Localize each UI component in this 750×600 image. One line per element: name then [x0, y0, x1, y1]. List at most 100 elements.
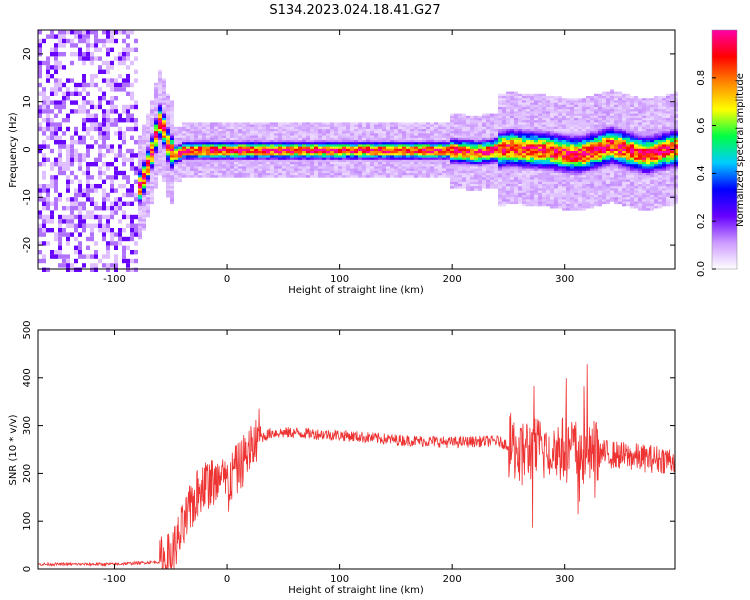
spectrogram-cell — [610, 107, 614, 110]
spectrogram-cell — [358, 153, 362, 156]
spectrogram-cell — [166, 118, 170, 121]
spectrogram-cell — [146, 188, 150, 191]
spectrogram-cell — [538, 144, 542, 147]
spectrogram-cell — [138, 221, 142, 224]
spectrogram-cell — [82, 140, 86, 145]
spectrogram-cell — [218, 155, 222, 158]
spectrogram-cell — [130, 228, 134, 233]
spectrogram-cell — [202, 159, 206, 163]
spectrogram-cell — [530, 118, 534, 121]
spectrogram-cell — [310, 148, 314, 152]
spectrogram-cell — [582, 146, 586, 150]
spectrogram-cell — [134, 170, 138, 176]
spectrogram-cell — [258, 151, 262, 154]
spectrogram-cell — [62, 232, 66, 237]
spectrogram-cell — [418, 173, 422, 176]
spectrogram-cell — [130, 236, 134, 242]
spectrogram-cell — [430, 162, 434, 165]
spectrogram-cell — [390, 153, 394, 156]
spectrogram-cell — [534, 129, 538, 132]
spectrogram-cell — [74, 201, 78, 206]
spectrogram-cell — [506, 201, 510, 205]
spectrogram-cell — [294, 124, 298, 128]
spectrogram-cell — [594, 164, 598, 167]
spectrogram-cell — [202, 173, 206, 176]
spectrogram-cell — [178, 146, 182, 150]
spectrogram-cell — [422, 142, 426, 145]
spectrogram-cell — [338, 173, 342, 176]
spectrogram-cell — [66, 96, 70, 101]
spectrogram-cell — [306, 151, 310, 154]
spectrogram-cell — [542, 173, 546, 176]
spectrogram-cell — [542, 186, 546, 189]
spectrogram-cell — [306, 122, 310, 125]
spectrogram-cell — [446, 151, 450, 154]
spectrogram-cell — [150, 142, 154, 145]
spectrogram-cell — [338, 126, 342, 130]
spectrogram-cell — [346, 124, 350, 128]
spectrogram-cell — [598, 179, 602, 183]
spectrogram-cell — [362, 175, 366, 178]
spectrogram-cell — [422, 135, 426, 139]
spectrogram-cell — [378, 142, 382, 145]
spectrogram-cell — [594, 197, 598, 200]
spectrogram-cell — [586, 146, 590, 150]
spectrogram-cell — [318, 166, 322, 169]
spectrogram-cell — [366, 155, 370, 158]
spectrogram-cell — [386, 164, 390, 167]
spectrogram-cell — [294, 162, 298, 165]
spectrogram-cell — [486, 146, 490, 150]
spectrogram-cell — [550, 164, 554, 167]
spectrogram-cell — [506, 135, 510, 139]
spectrogram-cell — [550, 148, 554, 152]
spectrogram-cell — [390, 173, 394, 176]
spectrogram-cell — [482, 133, 486, 136]
spectrogram-cell — [594, 190, 598, 194]
spectrogram-cell — [110, 60, 114, 66]
spectrogram-cell — [342, 159, 346, 163]
spectrogram-cell — [578, 137, 582, 141]
spectrogram-cell — [498, 109, 502, 112]
spectrogram-cell — [142, 131, 146, 134]
spectrogram-cell — [238, 175, 242, 178]
spectrogram-cell — [178, 137, 182, 141]
spectrogram-cell — [606, 159, 610, 163]
spectrogram-cell — [110, 263, 114, 268]
spectrogram-cell — [578, 124, 582, 128]
spectrogram-cell — [358, 162, 362, 165]
spectrogram-cell — [106, 228, 110, 233]
spectrogram-cell — [322, 157, 326, 161]
spectrogram-cell — [546, 166, 550, 169]
spectrogram-cell — [578, 140, 582, 143]
spectrogram-cell — [610, 135, 614, 139]
spectrogram-cell — [354, 135, 358, 139]
spectrogram-cell — [566, 208, 570, 211]
spectrogram-cell — [338, 137, 342, 141]
spectrogram-cell — [450, 162, 454, 165]
spectrogram-cell — [218, 124, 222, 128]
spectrogram-cell — [498, 93, 502, 97]
spectrogram-cell — [542, 93, 546, 97]
spectrogram-cell — [522, 120, 526, 123]
spectrogram-cell — [590, 157, 594, 161]
spectrogram-cell — [606, 168, 610, 172]
spectrogram-cell — [38, 69, 42, 74]
spectrogram-cell — [550, 113, 554, 117]
spectrogram-cell — [82, 118, 86, 123]
spectrogram-cell — [554, 131, 558, 134]
spectrogram-cell — [102, 263, 106, 268]
spectrogram-cell — [626, 184, 630, 187]
spectrogram-cell — [582, 175, 586, 178]
spectrogram-cell — [174, 159, 178, 163]
spectrogram-cell — [442, 162, 446, 165]
spectrogram-cell — [74, 43, 78, 48]
spectrogram-cell — [538, 120, 542, 123]
spectrogram-cell — [238, 157, 242, 161]
spectrogram-cell — [66, 153, 70, 158]
spectrogram-cell — [562, 157, 566, 161]
spectrogram-cell — [138, 175, 142, 178]
spectrogram-cell — [398, 153, 402, 156]
spectrogram-cell — [454, 170, 458, 174]
spectrogram-cell — [118, 236, 122, 242]
spectrogram-cell — [434, 155, 438, 158]
